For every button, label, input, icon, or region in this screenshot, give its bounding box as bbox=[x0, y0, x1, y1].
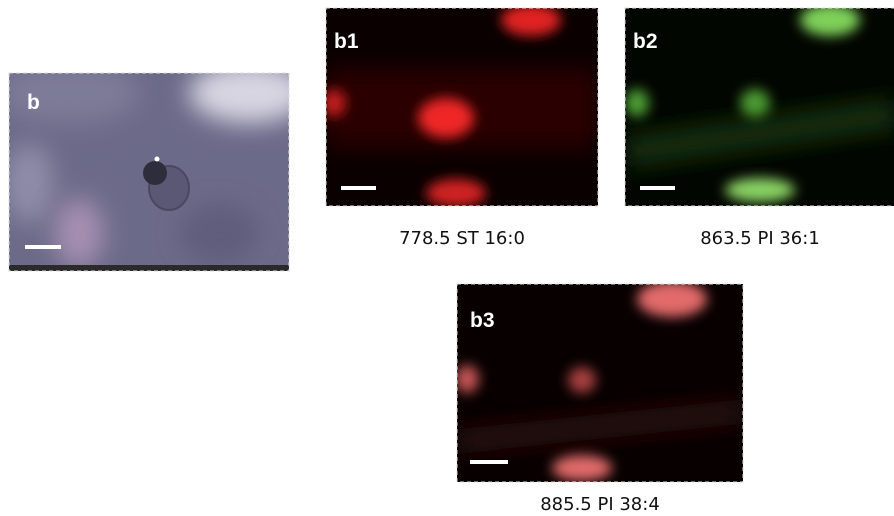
panel-b: b bbox=[0, 63, 309, 271]
caption: 863.5 PI 36:1 bbox=[700, 228, 820, 249]
panel-label: b2 bbox=[633, 30, 658, 53]
panel-label: b bbox=[27, 91, 40, 114]
caption: 778.5 ST 16:0 bbox=[399, 228, 525, 249]
panel-b3: b3 bbox=[455, 281, 744, 482]
panel-b1: b1 bbox=[322, 4, 598, 207]
panel-b2: b2 bbox=[624, 4, 894, 206]
panel-label: b3 bbox=[470, 309, 495, 332]
figure: b b1 778.5 ST 16:0 b2 863.5 PI 36:1 bbox=[0, 0, 894, 516]
caption: 885.5 PI 38:4 bbox=[540, 494, 660, 515]
panel-label: b1 bbox=[334, 30, 359, 53]
